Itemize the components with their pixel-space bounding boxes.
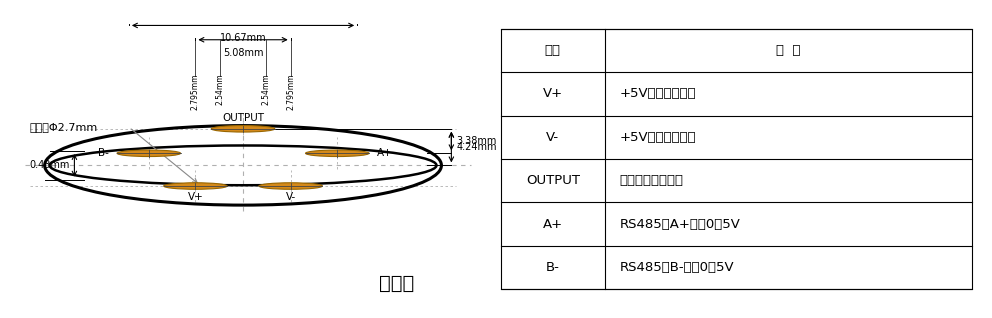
Text: +5V电源输入负极: +5V电源输入负极 bbox=[619, 131, 696, 144]
Text: B-: B- bbox=[546, 261, 559, 274]
Text: 5.08mm: 5.08mm bbox=[223, 48, 263, 58]
Text: 针座孔Φ2.7mm: 针座孔Φ2.7mm bbox=[30, 122, 98, 132]
Text: V+: V+ bbox=[187, 192, 203, 202]
Text: RS485，A+极，0～5V: RS485，A+极，0～5V bbox=[619, 218, 740, 231]
Text: 2.795mm: 2.795mm bbox=[286, 73, 296, 110]
Text: V+: V+ bbox=[543, 87, 562, 100]
Text: 3.38mm: 3.38mm bbox=[456, 136, 497, 146]
Ellipse shape bbox=[117, 150, 181, 156]
Text: OUTPUT: OUTPUT bbox=[526, 174, 579, 187]
Text: 底视图: 底视图 bbox=[379, 273, 415, 293]
Text: RS485，B-极，0～5V: RS485，B-极，0～5V bbox=[619, 261, 734, 274]
Text: V-: V- bbox=[547, 131, 559, 144]
Text: 10.67mm: 10.67mm bbox=[219, 33, 267, 43]
Bar bbox=[501, 29, 972, 289]
Text: OUTPUT: OUTPUT bbox=[222, 113, 264, 123]
Text: B-: B- bbox=[98, 148, 109, 158]
Text: 4.24mm: 4.24mm bbox=[456, 142, 497, 152]
Ellipse shape bbox=[259, 183, 322, 189]
Text: A+: A+ bbox=[377, 148, 393, 158]
Text: 名称: 名称 bbox=[545, 44, 560, 57]
Text: 2.54mm: 2.54mm bbox=[261, 73, 271, 105]
Ellipse shape bbox=[306, 150, 369, 156]
Text: A+: A+ bbox=[543, 218, 562, 231]
Text: 2.795mm: 2.795mm bbox=[190, 73, 200, 110]
Text: +5V电源输入正极: +5V电源输入正极 bbox=[619, 87, 696, 100]
Text: 2.54mm: 2.54mm bbox=[215, 73, 225, 105]
Text: 说  明: 说 明 bbox=[776, 44, 801, 57]
Ellipse shape bbox=[164, 183, 227, 189]
Text: V-: V- bbox=[286, 192, 296, 202]
Ellipse shape bbox=[211, 126, 275, 132]
Text: 0.43mm: 0.43mm bbox=[29, 160, 69, 170]
Text: 模拟电压信号输出: 模拟电压信号输出 bbox=[619, 174, 683, 187]
